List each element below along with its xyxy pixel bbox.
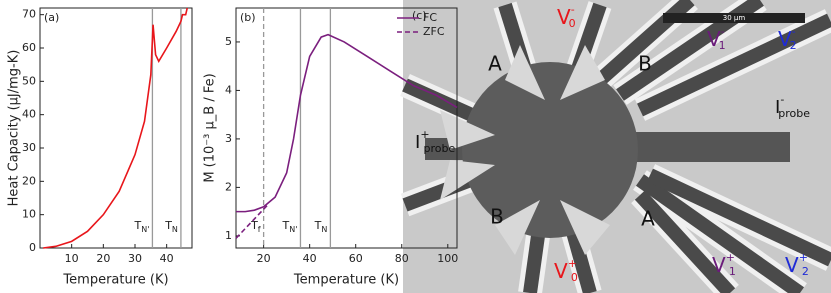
region-label: A (641, 207, 655, 231)
y-tick-label: 5 (225, 35, 232, 48)
sample-disc (462, 62, 638, 238)
contact-label: V-2 (778, 25, 797, 52)
data-line (43, 7, 189, 249)
x-axis-label: Temperature (K) (293, 273, 399, 288)
data-line (236, 33, 458, 213)
scale-bar (663, 13, 805, 23)
contact-label: V-1 (707, 25, 726, 52)
transition-subscript: f (258, 225, 261, 234)
y-tick-label: 1 (225, 229, 232, 242)
y-tick-label: 2 (225, 180, 232, 193)
contact-label: V-0 (557, 3, 576, 30)
contact-symbol: V (712, 253, 726, 277)
y-tick-label: 4 (225, 83, 232, 96)
x-tick-label: 20 (96, 252, 110, 265)
contact-subscript: 1 (719, 39, 726, 52)
plot-frame (235, 7, 458, 249)
contact-label: V+ 1 (712, 251, 736, 278)
contact-superscript: + (420, 128, 429, 141)
contact-superscript: - (780, 93, 784, 106)
panel-label: (a) (44, 11, 59, 24)
contact-symbol: I (775, 97, 780, 118)
contact-superscript: - (721, 25, 725, 38)
x-axis-label: Temperature (K) (62, 273, 168, 288)
contact-symbol: V (554, 259, 568, 283)
transition-label: TN' (133, 219, 149, 234)
contact-subscript: 2 (790, 39, 797, 52)
spokes (440, 45, 610, 255)
contact-superscript: - (792, 25, 796, 38)
x-tick-label: 40 (303, 252, 317, 265)
contact-symbol: I (415, 132, 420, 153)
x-tick-label: 30 (128, 252, 142, 265)
y-tick-label: 60 (22, 41, 36, 54)
transition-label: TN (164, 219, 178, 234)
x-tick-label: 20 (257, 252, 271, 265)
y-axis-label: M (10⁻³ μ_B / Fe) (203, 73, 218, 182)
panel-label: (b) (240, 11, 256, 24)
transition-symbol: T (314, 219, 322, 232)
y-tick-label: 50 (22, 74, 36, 87)
contact-label: I+ probe (415, 128, 456, 155)
x-tick-label: 10 (65, 252, 79, 265)
scale-bar-label: 30 μm (723, 14, 746, 22)
contact-superscript: + (568, 257, 577, 270)
device (400, 0, 831, 293)
x-tick-label: 100 (437, 252, 458, 265)
contact-subscript: 0 (569, 17, 576, 30)
y-tick-label: 0 (29, 241, 36, 254)
contact-symbol: V (778, 27, 792, 51)
x-tick-label: 40 (160, 252, 174, 265)
contact-subscript: 1 (729, 265, 736, 278)
y-tick-label: 20 (22, 174, 36, 187)
transition-subscript: N' (141, 225, 149, 234)
contact-subscript: 2 (802, 265, 809, 278)
contact-symbol: V (707, 27, 721, 51)
y-tick-label: 40 (22, 108, 36, 121)
contact-label: I-probe (775, 93, 810, 120)
plot-frame (39, 7, 193, 249)
transition-symbol: T (282, 219, 290, 232)
y-tick-label: 70 (22, 8, 36, 21)
contact-symbol: V (557, 5, 571, 29)
contact-symbol: V (785, 253, 799, 277)
legend-label: ZFC (423, 25, 445, 38)
y-tick-label: 3 (225, 132, 232, 145)
contact-subscript: probe (778, 107, 810, 120)
transition-subscript: N (321, 225, 327, 234)
transition-label: Tf (250, 219, 261, 234)
contact-superscript: - (571, 3, 575, 16)
y-axis-label: Heat Capacity (μJ/mg-K) (7, 50, 22, 207)
transition-symbol: T (250, 219, 258, 232)
y-tick-label: 30 (22, 141, 36, 154)
y-tick-label: 10 (22, 208, 36, 221)
contact-subscript: 0 (571, 271, 578, 284)
transition-subscript: N (172, 225, 178, 234)
transition-label: TN' (282, 219, 298, 234)
region-label: B (638, 52, 652, 76)
contact-superscript: + (726, 251, 735, 264)
contact-label: V+ 2 (785, 251, 809, 278)
transition-symbol: T (164, 219, 172, 232)
x-tick-label: 80 (395, 252, 409, 265)
transition-symbol: T (133, 219, 141, 232)
transition-label: TN (314, 219, 328, 234)
data-line (235, 203, 269, 239)
contact-label: V+ 0 (554, 257, 578, 284)
transition-subscript: N' (289, 225, 297, 234)
region-label: A (488, 52, 502, 76)
contact-subscript: probe (424, 142, 456, 155)
contact-superscript: + (799, 251, 808, 264)
x-tick-label: 60 (349, 252, 363, 265)
region-label: B (490, 205, 504, 229)
legend-label: FC (423, 11, 437, 24)
